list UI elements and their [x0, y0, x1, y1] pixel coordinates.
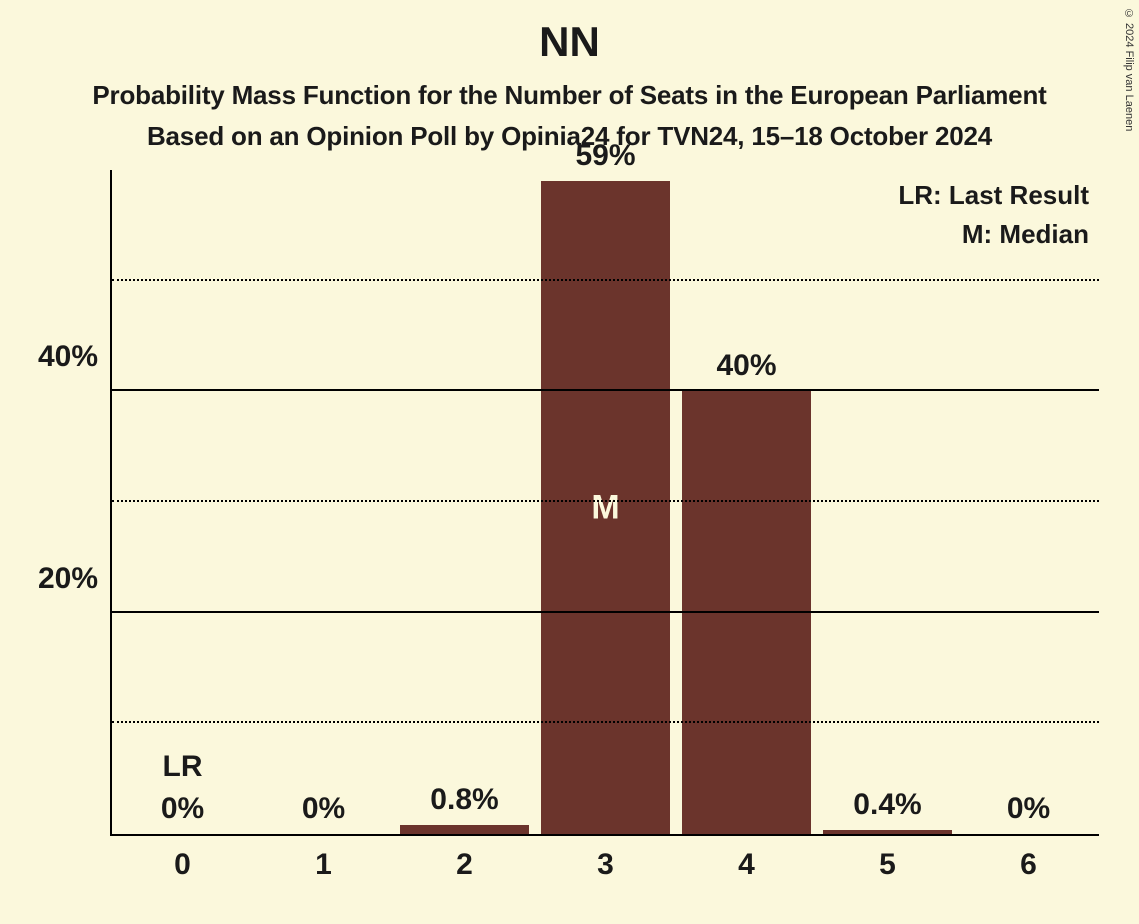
bars-container: 0%LR00%10.8%259%M340%40.4%50%6 — [112, 170, 1099, 834]
y-axis-tick-label: 40% — [38, 340, 112, 374]
chart-area: LR: Last Result M: Median 0%LR00%10.8%25… — [32, 170, 1107, 892]
bar-value-label: 0.4% — [853, 788, 921, 830]
gridline-major — [112, 611, 1099, 613]
bar-value-label: 0% — [161, 792, 204, 834]
bar-slot: 0%6 — [958, 170, 1099, 834]
plot-area: LR: Last Result M: Median 0%LR00%10.8%25… — [110, 170, 1099, 836]
x-axis-tick-label: 0 — [174, 834, 191, 882]
bar-slot: 0%1 — [253, 170, 394, 834]
x-axis-tick-label: 3 — [597, 834, 614, 882]
gridline-minor — [112, 279, 1099, 281]
copyright-text: © 2024 Filip van Laenen — [1123, 8, 1135, 131]
bar-slot: 0.4%5 — [817, 170, 958, 834]
bar-slot: 0%LR0 — [112, 170, 253, 834]
lr-marker: LR — [163, 750, 203, 784]
median-marker: M — [591, 488, 619, 527]
bar-value-label: 59% — [575, 139, 635, 181]
x-axis-tick-label: 1 — [315, 834, 332, 882]
bar-value-label: 40% — [716, 349, 776, 391]
bar-value-label: 0.8% — [430, 783, 498, 825]
bar: 0.8% — [400, 825, 530, 834]
y-axis-tick-label: 20% — [38, 562, 112, 596]
gridline-minor — [112, 500, 1099, 502]
bar: 40% — [682, 391, 812, 834]
gridline-major — [112, 389, 1099, 391]
x-axis-tick-label: 6 — [1020, 834, 1037, 882]
x-axis-tick-label: 2 — [456, 834, 473, 882]
bar-slot: 0.8%2 — [394, 170, 535, 834]
bar-slot: 59%M3 — [535, 170, 676, 834]
bar-value-label: 0% — [1007, 792, 1050, 834]
bar-slot: 40%4 — [676, 170, 817, 834]
chart-subtitle-2: Based on an Opinion Poll by Opinia24 for… — [0, 111, 1139, 152]
gridline-minor — [112, 721, 1099, 723]
bar-value-label: 0% — [302, 792, 345, 834]
x-axis-tick-label: 5 — [879, 834, 896, 882]
x-axis-tick-label: 4 — [738, 834, 755, 882]
chart-subtitle-1: Probability Mass Function for the Number… — [0, 66, 1139, 111]
chart-title: NN — [0, 0, 1139, 66]
